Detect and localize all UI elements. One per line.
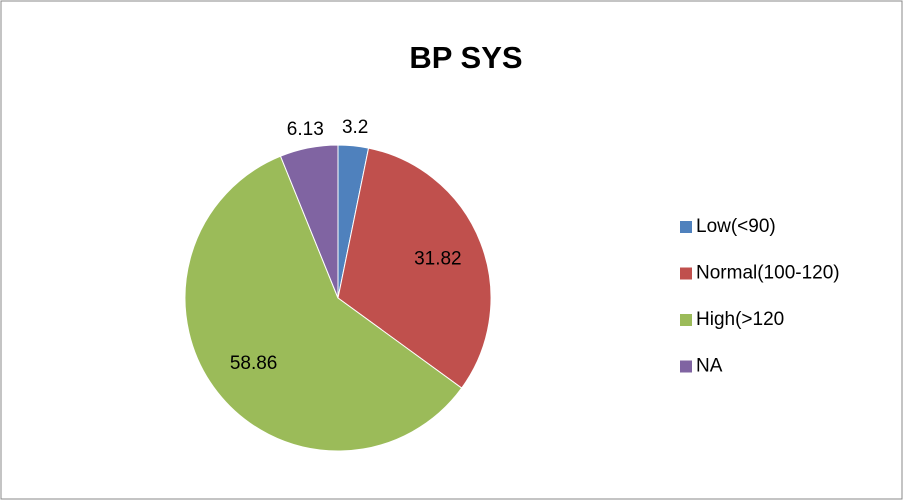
data-label: 58.86 <box>230 353 278 374</box>
legend-label: High(>120 <box>696 309 784 330</box>
pie-slice <box>184 155 463 452</box>
legend-label: Normal(100-120) <box>696 263 840 284</box>
legend-label: NA <box>696 356 723 377</box>
legend-swatch <box>680 314 692 326</box>
legend-label: Low(<90) <box>696 216 776 237</box>
pie-slice <box>279 144 339 299</box>
legend-swatch <box>680 221 692 233</box>
chart-title: BP SYS <box>409 40 522 75</box>
data-label: 3.2 <box>342 117 368 138</box>
legend-swatch <box>680 360 692 373</box>
legend-swatch <box>680 267 692 280</box>
data-label: 31.82 <box>414 248 462 269</box>
pie-slice <box>337 147 492 389</box>
data-label: 6.13 <box>287 119 324 140</box>
